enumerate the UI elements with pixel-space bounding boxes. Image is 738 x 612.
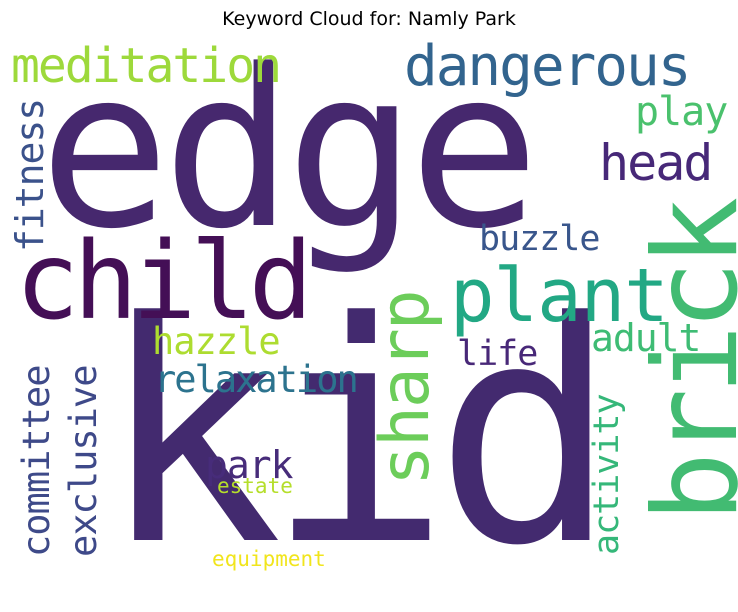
word-adult: adult [591, 316, 701, 360]
word-activity: activity [587, 394, 627, 555]
word-life: life [457, 334, 538, 374]
word-brick: brick [629, 202, 738, 522]
word-dangerous: dangerous [404, 34, 691, 99]
word-exclusive: exclusive [62, 365, 105, 557]
word-park: park [205, 443, 294, 487]
word-cloud: edge kid child brick plant dangerous med… [8, 24, 738, 587]
word-estate: estate [217, 474, 293, 498]
word-hazzle: hazzle [152, 320, 281, 363]
word-buzzle: buzzle [479, 219, 600, 259]
word-meditation: meditation [11, 38, 282, 94]
word-fitness: fitness [8, 98, 52, 252]
word-equipment: equipment [212, 547, 326, 571]
word-sharp: sharp [366, 291, 445, 486]
word-committee: committee [15, 365, 58, 557]
word-child: child [15, 220, 313, 344]
word-plant: plant [450, 253, 669, 339]
word-kid: kid [99, 257, 618, 612]
word-play: play [635, 89, 728, 135]
word-relaxation: relaxation [154, 358, 359, 401]
word-head: head [599, 134, 713, 192]
page-title: Keyword Cloud for: Namly Park [222, 8, 516, 30]
word-edge: edge [39, 24, 540, 277]
